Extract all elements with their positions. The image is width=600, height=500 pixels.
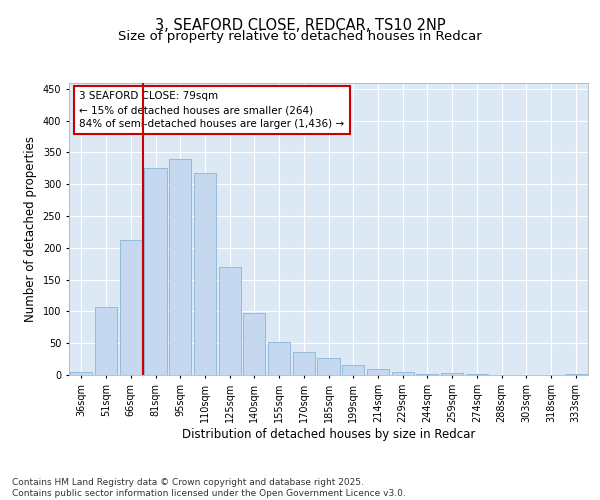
Bar: [145, 168, 167, 375]
Bar: [218, 267, 241, 375]
Bar: [119, 240, 142, 375]
Bar: [392, 372, 414, 375]
Bar: [466, 374, 488, 375]
Text: Contains HM Land Registry data © Crown copyright and database right 2025.
Contai: Contains HM Land Registry data © Crown c…: [12, 478, 406, 498]
X-axis label: Distribution of detached houses by size in Redcar: Distribution of detached houses by size …: [182, 428, 475, 440]
Bar: [169, 159, 191, 375]
Bar: [565, 374, 587, 375]
Bar: [243, 312, 265, 375]
Bar: [317, 358, 340, 375]
Text: Size of property relative to detached houses in Redcar: Size of property relative to detached ho…: [118, 30, 482, 43]
Bar: [416, 374, 439, 375]
Bar: [342, 366, 364, 375]
Bar: [367, 370, 389, 375]
Bar: [95, 307, 117, 375]
Bar: [268, 342, 290, 375]
Text: 3, SEAFORD CLOSE, REDCAR, TS10 2NP: 3, SEAFORD CLOSE, REDCAR, TS10 2NP: [155, 18, 445, 32]
Text: 3 SEAFORD CLOSE: 79sqm
← 15% of detached houses are smaller (264)
84% of semi-de: 3 SEAFORD CLOSE: 79sqm ← 15% of detached…: [79, 92, 344, 130]
Bar: [70, 372, 92, 375]
Y-axis label: Number of detached properties: Number of detached properties: [24, 136, 37, 322]
Bar: [441, 373, 463, 375]
Bar: [293, 352, 315, 375]
Bar: [194, 173, 216, 375]
